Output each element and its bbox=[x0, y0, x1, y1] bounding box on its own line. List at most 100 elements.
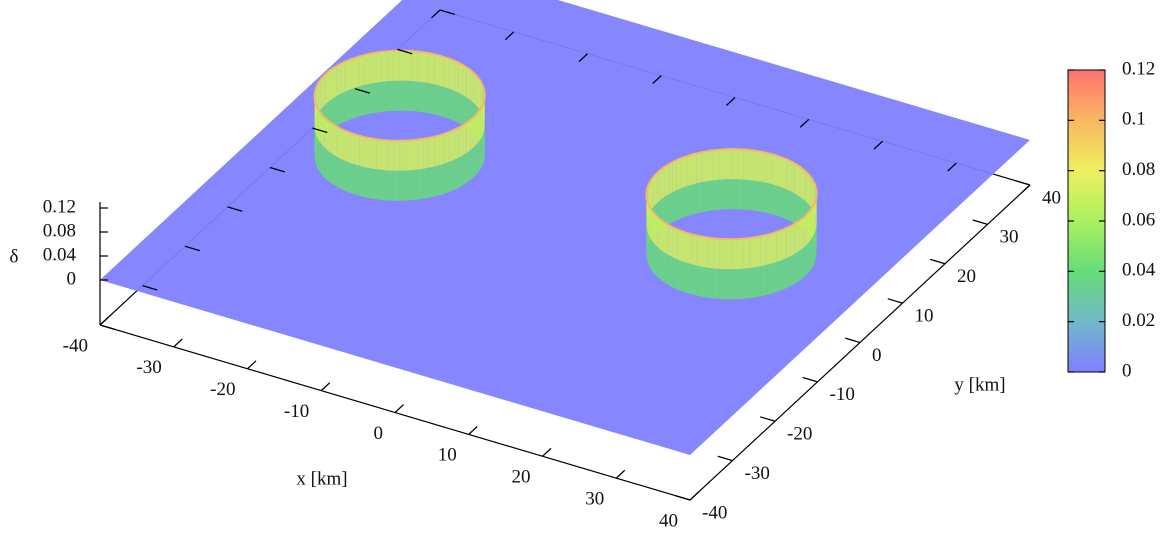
ring-wall-upper bbox=[423, 52, 429, 84]
ring-wall-upper bbox=[434, 135, 440, 167]
ring-wall-upper bbox=[323, 73, 326, 107]
colorbar bbox=[1067, 69, 1106, 373]
ring-wall-lower bbox=[790, 253, 795, 287]
ring-crest bbox=[349, 131, 355, 136]
ring-crest bbox=[453, 59, 460, 64]
y-tick bbox=[99, 324, 115, 330]
ring-crest bbox=[813, 182, 817, 187]
x-tick bbox=[799, 118, 810, 128]
ring-wall-lower bbox=[781, 187, 787, 220]
ring-wall-upper bbox=[332, 124, 337, 157]
ring-wall-lower bbox=[672, 257, 677, 290]
y-tick bbox=[227, 206, 243, 212]
ring-crest bbox=[754, 235, 761, 239]
ring-wall-lower bbox=[725, 179, 732, 210]
z-tick-label: 0 bbox=[67, 268, 77, 289]
ring-wall-upper bbox=[315, 101, 316, 135]
ring-crest bbox=[807, 173, 812, 178]
ring-wall-upper bbox=[652, 211, 655, 245]
x-tick-label: 0 bbox=[374, 423, 384, 444]
ring-wall-upper bbox=[462, 122, 467, 156]
ring-crest bbox=[316, 82, 320, 87]
ring-wall-lower bbox=[423, 82, 429, 114]
y-tick bbox=[397, 48, 413, 55]
ring-wall-lower bbox=[719, 179, 726, 210]
ring-wall-upper bbox=[449, 129, 455, 162]
y-tick bbox=[972, 219, 988, 225]
ring-crest bbox=[444, 56, 450, 60]
ring-wall-lower bbox=[648, 235, 651, 269]
ring-wall-upper bbox=[458, 125, 463, 158]
ring-crest bbox=[458, 61, 464, 66]
ring-wall-upper bbox=[444, 131, 450, 164]
x-tick-label: -30 bbox=[136, 357, 161, 378]
ring-crest bbox=[794, 220, 800, 225]
ring-wall-upper bbox=[354, 56, 360, 88]
ring-wall-upper bbox=[332, 66, 337, 99]
ring-crest bbox=[785, 158, 792, 163]
ring-crest bbox=[469, 116, 475, 122]
ring-wall-upper bbox=[345, 130, 350, 163]
ring-crest bbox=[453, 126, 460, 131]
ring-crest bbox=[707, 236, 714, 240]
ring-wall-lower bbox=[646, 229, 648, 263]
ring-crest bbox=[663, 163, 669, 168]
ring-wall-upper bbox=[466, 67, 471, 100]
ring-crest bbox=[477, 77, 482, 82]
y-tick bbox=[760, 416, 776, 422]
ring-crest bbox=[354, 55, 360, 59]
ring-wall-lower bbox=[449, 88, 455, 121]
ring-wall-lower bbox=[417, 168, 424, 200]
colorbar-tick-label: 0.06 bbox=[1122, 209, 1155, 230]
ring-wall-upper bbox=[354, 134, 360, 166]
ring-crest bbox=[428, 52, 435, 56]
z-axis-label: δ bbox=[10, 246, 19, 267]
ring-crest bbox=[325, 118, 330, 123]
ring-crest bbox=[660, 219, 666, 224]
ring-crest bbox=[481, 102, 485, 107]
y-tick bbox=[1015, 180, 1031, 186]
ring-wall-lower bbox=[449, 159, 455, 192]
ring-wall-lower bbox=[345, 160, 350, 193]
ring-wall-upper bbox=[439, 55, 445, 88]
ring-wall-lower bbox=[473, 144, 477, 178]
ring-crest bbox=[422, 136, 429, 140]
ring-wall-upper bbox=[719, 149, 726, 180]
ring-wall-upper bbox=[417, 138, 424, 170]
ring-crest bbox=[466, 119, 471, 124]
z-tick-label: 0.12 bbox=[43, 196, 76, 217]
ring-wall-upper bbox=[387, 50, 394, 82]
z-tick-label: 0.04 bbox=[43, 244, 77, 265]
x-tick bbox=[1021, 184, 1031, 194]
ring-wall-upper bbox=[473, 72, 477, 106]
ring-crest bbox=[686, 231, 692, 236]
ring-wall-lower bbox=[332, 154, 337, 187]
ring-crest bbox=[317, 79, 322, 84]
ring-crest bbox=[335, 125, 342, 130]
ring-crest bbox=[771, 231, 777, 235]
ring-wall-lower bbox=[771, 184, 777, 216]
ring-wall-upper bbox=[370, 52, 377, 84]
ring-wall-upper bbox=[480, 105, 483, 139]
ring-wall-upper bbox=[766, 152, 772, 185]
ring-crest bbox=[314, 103, 318, 108]
ring-wall-lower bbox=[743, 179, 750, 210]
ring-crest bbox=[458, 124, 464, 129]
ring-wall-upper bbox=[737, 238, 744, 270]
ring-wall-lower bbox=[696, 182, 703, 214]
ring-wall-upper bbox=[411, 51, 418, 82]
ring-wall-upper bbox=[798, 218, 803, 252]
ring-wall-upper bbox=[648, 205, 651, 239]
ring-wall-upper bbox=[364, 53, 371, 85]
ring-crest bbox=[657, 216, 662, 221]
ring-crest bbox=[439, 54, 445, 59]
ring-crest bbox=[462, 122, 468, 127]
ring-wall-lower bbox=[668, 192, 673, 225]
ring-wall-lower bbox=[315, 134, 318, 168]
ring-wall-upper bbox=[320, 76, 324, 110]
ring-crest bbox=[313, 88, 317, 93]
ring-wall-lower bbox=[686, 262, 692, 295]
ring-wall-lower bbox=[417, 81, 423, 113]
ring-wall-upper bbox=[691, 153, 697, 185]
colorbar-tick-label: 0.04 bbox=[1122, 260, 1156, 281]
